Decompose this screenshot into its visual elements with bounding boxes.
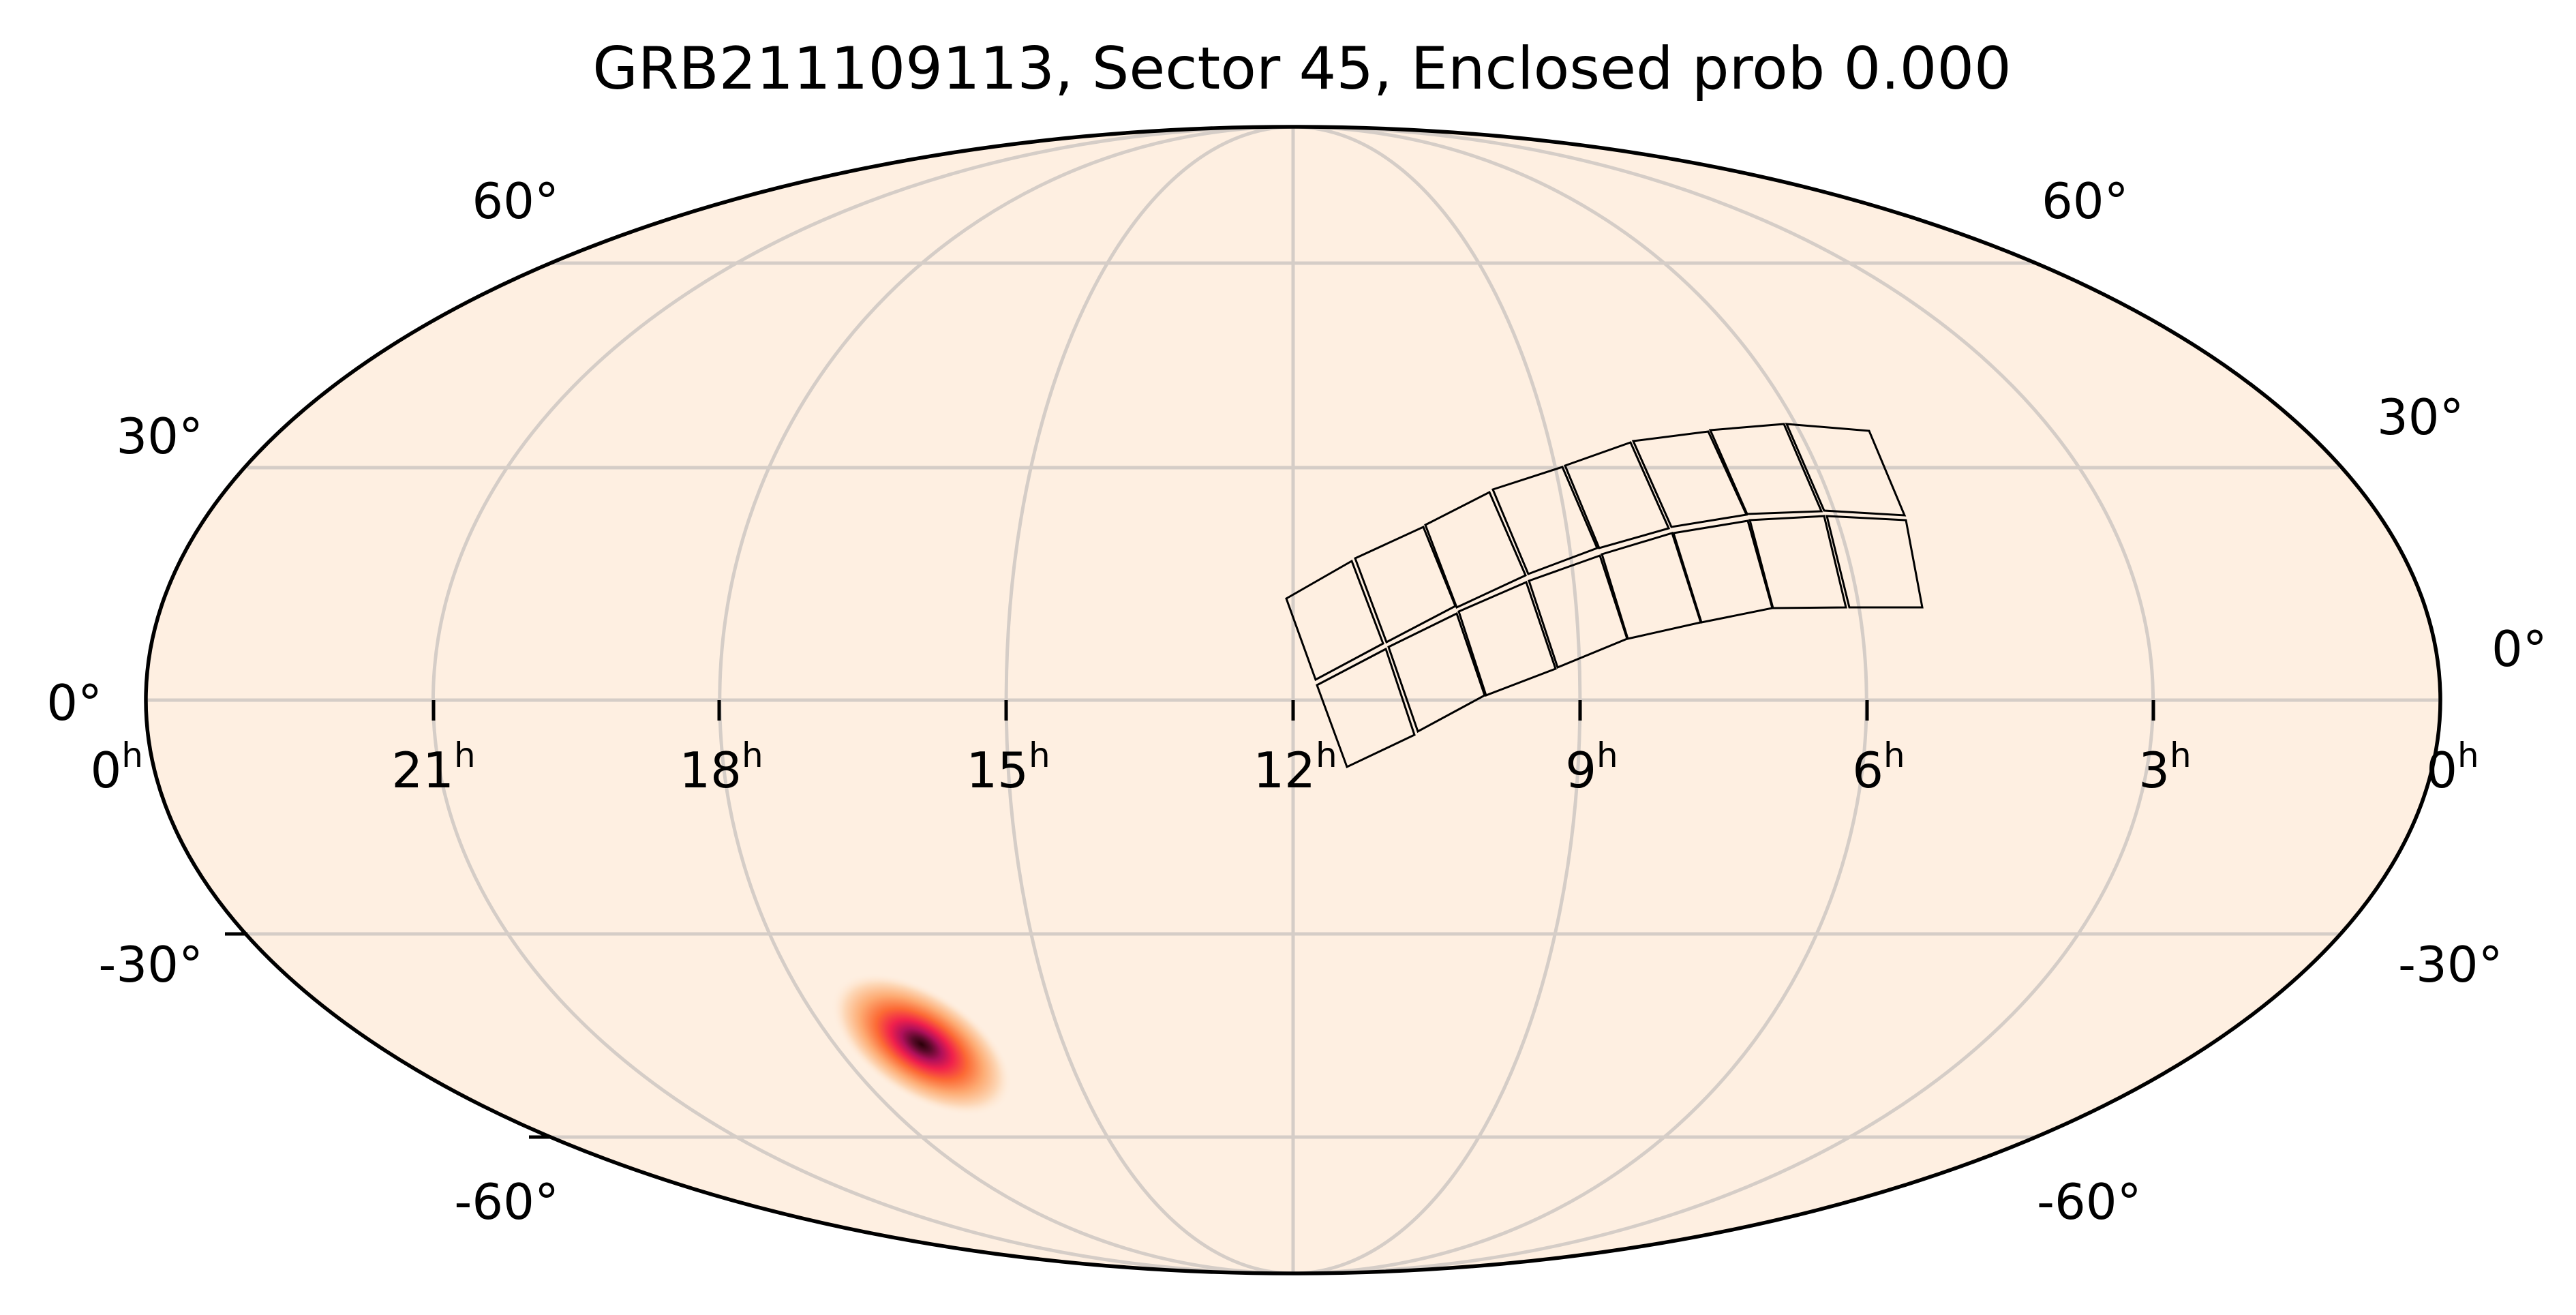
ra-label: 18h xyxy=(679,736,763,799)
ccd-tile xyxy=(1785,423,1907,517)
ccd-tile xyxy=(1387,611,1486,734)
dec-label: -30° xyxy=(98,936,203,993)
ccd-tile xyxy=(1316,647,1416,769)
ccd-tile xyxy=(1285,559,1384,682)
ra-label: 3h xyxy=(2138,736,2192,799)
ccd-tile xyxy=(1708,423,1823,515)
ra-label: 6h xyxy=(1852,736,1905,799)
dec-label: 30° xyxy=(116,408,203,465)
ra-ticks xyxy=(431,700,2155,721)
ra-tick-labels: 0h 21h 18h 15h 12h 9h 6h 3h 0h xyxy=(90,736,2479,799)
dec-label: -60° xyxy=(454,1173,559,1230)
ccd-tile xyxy=(1564,441,1671,549)
dec-label: 60° xyxy=(472,172,559,230)
dec-label: 0° xyxy=(46,674,102,731)
ra-label: 21h xyxy=(391,736,475,799)
dec-label: 0° xyxy=(2491,620,2547,678)
ccd-tile xyxy=(1457,580,1557,697)
ra-label: 0h xyxy=(90,736,143,799)
dec-ticks xyxy=(225,932,551,1139)
dec-label: 60° xyxy=(2042,172,2129,230)
ra-label: 0h xyxy=(2426,736,2479,799)
ra-label: 15h xyxy=(966,736,1050,799)
ccd-tile xyxy=(1825,515,1924,609)
dec-labels-right: 60° 30° 0° -30° -60° xyxy=(2037,172,2547,1230)
dec-labels-left: 60° 30° 0° -30° -60° xyxy=(46,172,559,1230)
chart-title: GRB211109113, Sector 45, Enclosed prob 0… xyxy=(592,35,2012,103)
dec-label: -60° xyxy=(2037,1173,2142,1230)
dec-label: -30° xyxy=(2398,936,2503,993)
probability-blob xyxy=(831,973,1012,1116)
mollweide-frame xyxy=(144,125,2442,1275)
dec-label: 30° xyxy=(2377,389,2464,446)
ra-label: 9h xyxy=(1565,736,1618,799)
sector-footprint xyxy=(1285,423,1924,769)
ccd-tile xyxy=(1491,466,1598,575)
ccd-tile xyxy=(1424,490,1527,609)
probability-map xyxy=(831,973,1012,1116)
ccd-tile xyxy=(1748,515,1847,609)
ra-label: 12h xyxy=(1253,736,1337,799)
